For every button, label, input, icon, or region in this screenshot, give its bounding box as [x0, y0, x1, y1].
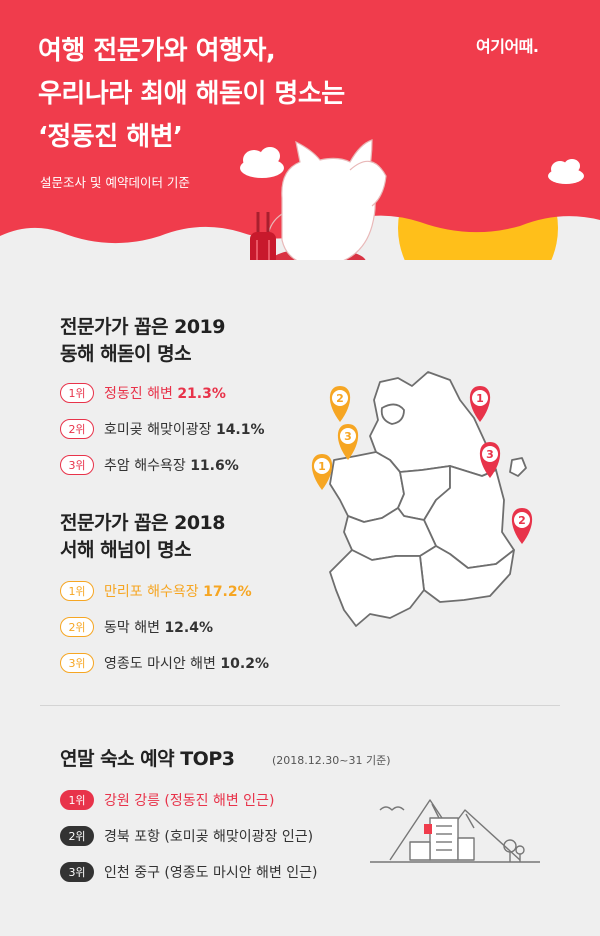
west-sea-list: 1위 만리포 해수욕장 17.2% 2위 동막 해변 12.4% 3위 영종도 …: [60, 573, 269, 681]
west-pin-group: 2 3 1: [311, 386, 359, 490]
page-title: 여행 전문가와 여행자, 우리나라 최애 해돋이 명소는 ‘정동진 해변’: [38, 30, 345, 159]
map-pin-label: 3: [344, 430, 352, 443]
header-banner: 여행 전문가와 여행자, 우리나라 최애 해돋이 명소는 ‘정동진 해변’ 설문…: [0, 0, 600, 260]
section-divider: [40, 705, 560, 706]
map-pin-icon: 1: [311, 454, 333, 490]
booking-date: (2018.12.30~31 기준): [272, 754, 391, 767]
map-pin-icon: 2: [329, 386, 351, 422]
map-pin-icon: 1: [469, 386, 491, 422]
percent-value: 10.2%: [220, 656, 269, 672]
building-outline: [429, 817, 459, 861]
city-illustration: [370, 799, 540, 863]
rank-badge: 1위: [60, 790, 94, 810]
map-pin-icon: 3: [337, 424, 359, 460]
rank-badge: 1위: [60, 581, 94, 601]
west-sea-title: 전문가가 꼽은 2018 서해 해넘이 명소: [60, 510, 226, 564]
map-pin-label: 1: [318, 460, 326, 473]
map-pin-label: 2: [518, 514, 526, 527]
page-subtitle: 설문조사 및 예약데이터 기준: [40, 175, 190, 190]
rank-text: 호미곶 해맞이광장 14.1%: [104, 419, 265, 439]
place-name: 만리포 해수욕장: [104, 584, 199, 600]
rank-badge: 1위: [60, 383, 94, 403]
section-title-line: 서해 해넘이 명소: [60, 539, 192, 561]
list-item: 3위 인천 중구 (영종도 마시안 해변 인근): [60, 854, 318, 890]
list-item: 2위 경북 포항 (호미곶 해맞이광장 인근): [60, 818, 318, 854]
booking-title: 연말 숙소 예약 TOP3: [60, 748, 235, 770]
rank-badge: 3위: [60, 862, 94, 882]
rank-text: 만리포 해수욕장 17.2%: [104, 581, 252, 601]
header-red-band: [0, 0, 600, 244]
section-title-line: 동해 해돋이 명소: [60, 343, 192, 365]
rank-text: 동막 해변 12.4%: [104, 617, 213, 637]
percent-value: 11.6%: [190, 458, 239, 474]
korea-outline: [329, 371, 527, 627]
map-pin-icon: 3: [479, 442, 501, 478]
cloud-icon: [548, 159, 584, 184]
rank-badge: 2위: [60, 826, 94, 846]
rank-badge: 3위: [60, 455, 94, 475]
rank-text: 추암 해수욕장 11.6%: [104, 455, 239, 475]
korea-map: 1 3 2 2 3 1: [311, 371, 533, 627]
rank-text: 인천 중구 (영종도 마시안 해변 인근): [104, 865, 318, 881]
rank-text: 경북 포항 (호미곶 해맞이광장 인근): [104, 829, 314, 845]
place-name: 정동진 해변: [104, 386, 173, 402]
map-pin-label: 2: [336, 392, 344, 405]
list-item: 3위 추암 해수욕장 11.6%: [60, 447, 265, 483]
suitcase-icon: [250, 212, 276, 260]
list-item: 1위 강원 강릉 (정동진 해변 인근): [60, 782, 318, 818]
rank-badge: 3위: [60, 653, 94, 673]
percent-value: 17.2%: [203, 584, 252, 600]
east-sea-title: 전문가가 꼽은 2019 동해 해돋이 명소: [60, 314, 226, 368]
list-item: 1위 만리포 해수욕장 17.2%: [60, 573, 269, 609]
list-item: 3위 영종도 마시안 해변 10.2%: [60, 645, 269, 681]
east-sea-list: 1위 정동진 해변 21.3% 2위 호미곶 해맞이광장 14.1% 3위 추암…: [60, 375, 265, 483]
map-pin-icon: 2: [511, 508, 533, 544]
rank-text: 정동진 해변 21.3%: [104, 383, 226, 403]
seoul-region: [380, 403, 405, 425]
list-item: 2위 호미곶 해맞이광장 14.1%: [60, 411, 265, 447]
place-name: 동막 해변: [104, 620, 160, 636]
header-background: [0, 0, 600, 260]
rank-badge: 2위: [60, 419, 94, 439]
title-line: 우리나라 최애 해돋이 명소는: [38, 79, 345, 109]
title-line: 여행 전문가와 여행자,: [38, 36, 276, 66]
place-name: 호미곶 해맞이광장: [104, 422, 212, 438]
place-name: 영종도 마시안 해변: [104, 656, 216, 672]
map-pin-label: 1: [476, 392, 484, 405]
place-name: 추암 해수욕장: [104, 458, 186, 474]
map-pin-label: 3: [486, 448, 494, 461]
list-item: 2위 동막 해변 12.4%: [60, 609, 269, 645]
brand-logo: 여기어때.: [476, 37, 539, 56]
booking-list: 1위 강원 강릉 (정동진 해변 인근) 2위 경북 포항 (호미곶 해맞이광장…: [60, 782, 318, 890]
percent-value: 14.1%: [215, 422, 265, 438]
mascot-character: [267, 139, 387, 260]
rank-text: 영종도 마시안 해변 10.2%: [104, 653, 269, 673]
percent-value: 21.3%: [177, 386, 226, 402]
section-title-line: 전문가가 꼽은 2018: [60, 512, 226, 534]
cloud-icon: [240, 147, 284, 178]
percent-value: 12.4%: [164, 620, 214, 636]
east-pin-group: 1 3 2: [469, 386, 533, 544]
rank-text: 강원 강릉 (정동진 해변 인근): [104, 793, 275, 809]
title-line: ‘정동진 해변’: [38, 122, 183, 152]
list-item: 1위 정동진 해변 21.3%: [60, 375, 265, 411]
rank-badge: 2위: [60, 617, 94, 637]
section-title-line: 전문가가 꼽은 2019: [60, 316, 226, 338]
